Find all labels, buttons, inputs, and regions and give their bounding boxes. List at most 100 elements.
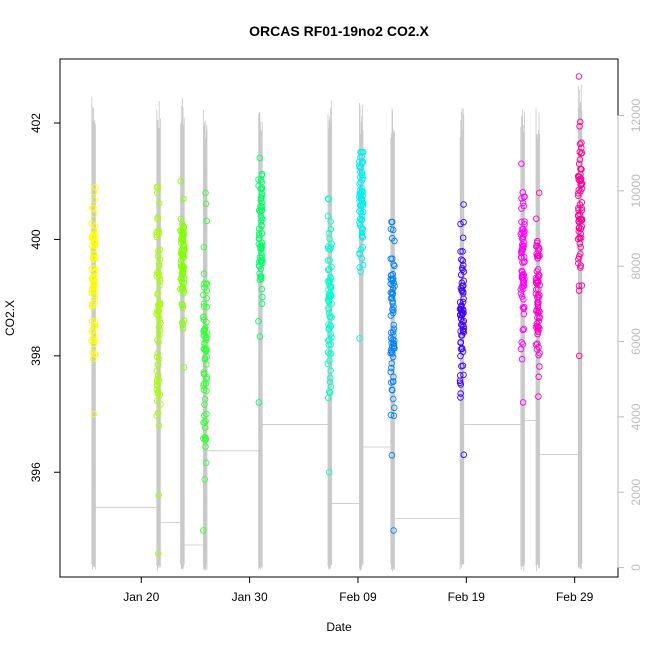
co2-point	[576, 216, 583, 223]
co2-point	[155, 422, 163, 429]
co2-point	[520, 238, 528, 246]
co2-point	[456, 298, 464, 306]
co2-point	[155, 200, 163, 207]
co2-point	[180, 317, 188, 324]
co2-point	[536, 325, 543, 332]
co2-point	[388, 339, 395, 347]
co2-point	[259, 293, 266, 301]
co2-point	[155, 492, 162, 499]
co2-point	[578, 144, 585, 152]
co2-point	[256, 333, 264, 340]
co2-point	[153, 268, 161, 276]
co2-point	[357, 179, 364, 186]
co2-point	[157, 401, 164, 408]
x-axis-label: Date	[326, 620, 352, 634]
y2-tick-label: 6000	[629, 328, 643, 355]
co2-point	[157, 327, 164, 334]
co2-point	[200, 270, 208, 278]
co2-point	[358, 255, 366, 262]
co2-point	[325, 468, 333, 476]
co2-point	[156, 278, 164, 285]
co2-point	[256, 270, 263, 277]
co2-point	[179, 301, 186, 309]
co2-point	[390, 527, 397, 534]
co2-point	[177, 235, 185, 243]
co2-point	[91, 232, 98, 240]
co2-point	[533, 276, 540, 284]
co2-point	[324, 257, 332, 264]
co2-point	[535, 272, 543, 279]
co2-point	[328, 292, 335, 299]
co2-point	[460, 451, 468, 459]
y-axis-label: CO2.X	[3, 300, 17, 336]
y2-tick-label: 10000	[629, 174, 643, 208]
co2-point	[154, 216, 161, 223]
y-tick-label: 396	[29, 462, 43, 482]
co2-point	[156, 317, 163, 325]
co2-point	[536, 363, 543, 370]
co2-point	[255, 176, 262, 183]
co2-point	[459, 318, 466, 326]
co2-point	[578, 282, 586, 289]
co2-point	[255, 317, 262, 325]
co2-point	[324, 348, 332, 356]
co2-point	[536, 308, 543, 315]
co2-point	[357, 268, 364, 276]
co2-point	[535, 189, 543, 197]
co2-point	[200, 280, 208, 288]
co2-point	[575, 255, 582, 263]
co2-point	[521, 193, 528, 200]
co2-point	[156, 246, 164, 253]
co2-point	[178, 270, 186, 277]
co2-point	[91, 280, 98, 287]
co2-point	[154, 252, 162, 260]
co2-point	[389, 336, 396, 343]
co2-point	[457, 327, 464, 335]
co2-point	[199, 527, 207, 534]
co2-point	[255, 399, 263, 406]
co2-point	[389, 291, 396, 298]
co2-point	[519, 399, 527, 406]
co2-point	[575, 204, 582, 212]
co2-point	[518, 245, 526, 252]
co2-point	[387, 272, 395, 279]
co2-point	[258, 242, 266, 250]
co2-point	[390, 321, 397, 329]
co2-point	[201, 341, 208, 348]
co2-point	[153, 381, 161, 388]
co2-point	[575, 282, 583, 290]
co2-point	[390, 412, 398, 420]
co2-point	[156, 262, 163, 270]
co2-point	[576, 148, 583, 156]
co2-point	[156, 331, 163, 339]
y-tick-label: 398	[29, 345, 43, 365]
y-tick-label: 402	[29, 113, 43, 133]
co2-point	[180, 287, 188, 295]
y2-tick-label: 0	[629, 564, 643, 571]
co2-point	[457, 248, 464, 255]
co2-point	[202, 200, 210, 208]
co2-point	[460, 329, 468, 336]
co2-point	[391, 404, 398, 412]
co2-point	[535, 343, 542, 351]
co2-point	[180, 290, 187, 297]
co2-point	[460, 371, 467, 379]
co2-point	[390, 303, 397, 310]
co2-point	[389, 395, 397, 403]
co2-point	[535, 351, 542, 359]
co2-point	[178, 246, 185, 254]
co2-point	[356, 264, 363, 271]
co2-point	[358, 195, 366, 203]
co2-point	[203, 217, 211, 225]
co2-point	[356, 158, 363, 165]
co2-point	[575, 190, 582, 197]
co2-point	[200, 328, 207, 335]
co2-point	[534, 255, 541, 262]
co2-point	[387, 349, 394, 357]
co2-point	[389, 275, 397, 282]
co2-point	[202, 435, 210, 443]
x-tick-label: Jan 20	[123, 590, 159, 604]
altitude-connector	[92, 409, 581, 546]
co2-point	[91, 196, 98, 204]
co2-point	[388, 235, 396, 242]
